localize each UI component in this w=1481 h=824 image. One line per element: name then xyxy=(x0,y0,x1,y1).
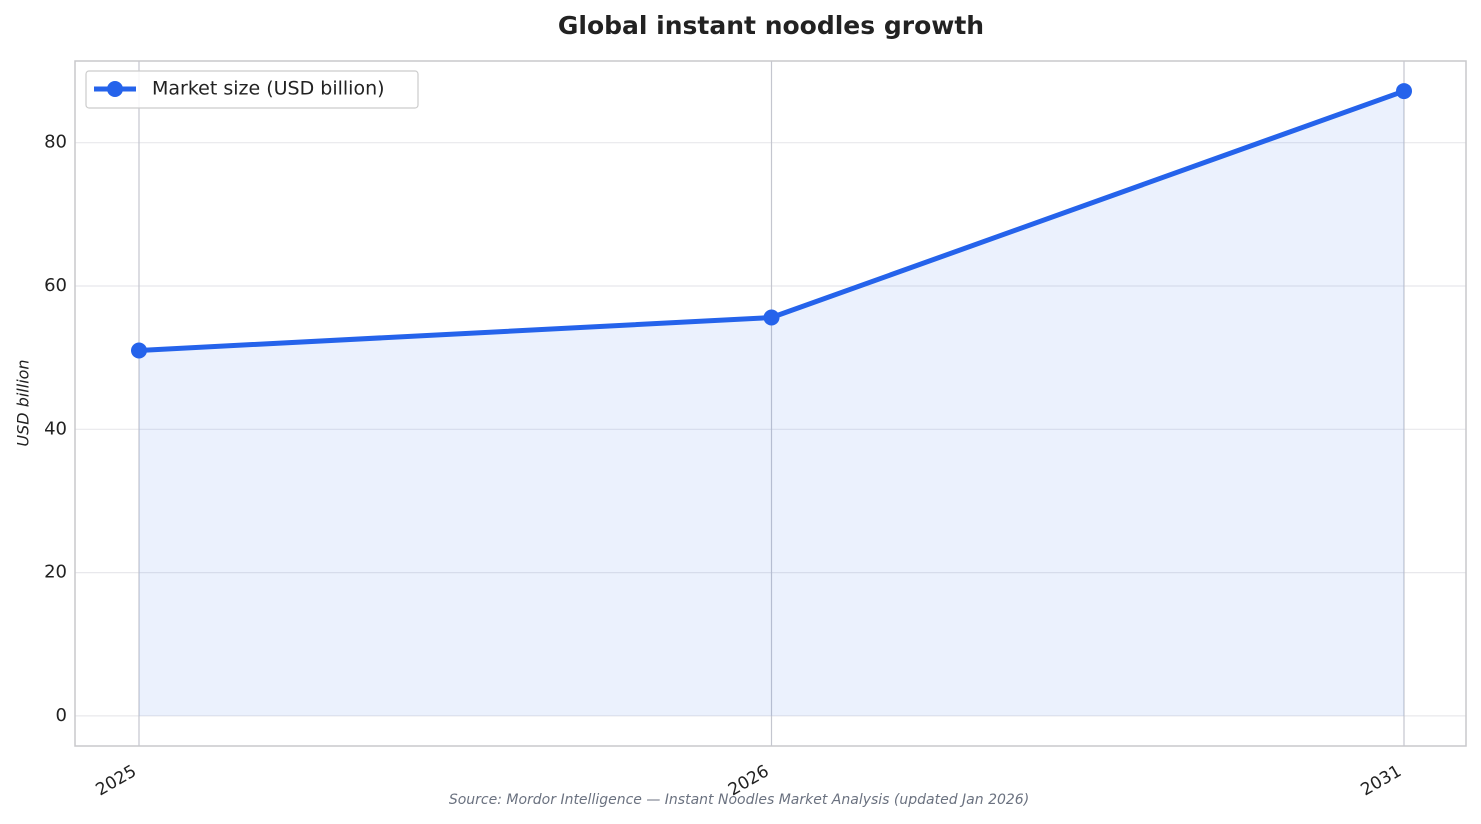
y-tick-label: 40 xyxy=(44,418,67,439)
plot-frame xyxy=(74,60,1467,747)
y-tick-label: 20 xyxy=(44,562,67,583)
y-axis-label: USD billion xyxy=(14,359,33,446)
data-point xyxy=(1396,83,1412,100)
data-point xyxy=(131,342,147,359)
data-point xyxy=(763,309,780,326)
y-tick-label: 80 xyxy=(44,132,67,153)
source-note: Source: Mordor Intelligence — Instant No… xyxy=(449,792,1029,808)
chart-title: Global instant noodles growth xyxy=(558,11,984,40)
y-tick-label: 60 xyxy=(44,275,67,296)
y-tick-label: 0 xyxy=(56,705,67,726)
area xyxy=(139,91,1404,716)
legend-marker xyxy=(107,81,123,97)
legend-box xyxy=(85,70,419,109)
legend-label: Market size (USD billion) xyxy=(152,78,385,100)
